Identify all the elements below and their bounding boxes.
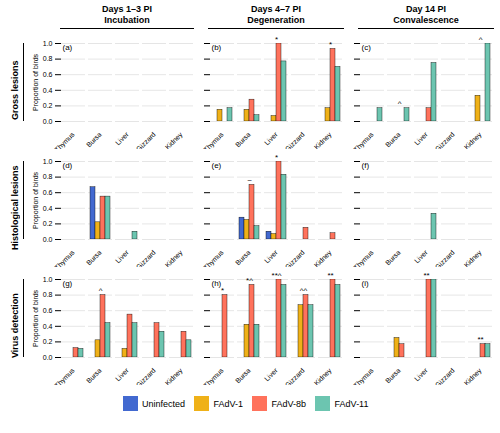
svg-text:(c): (c) (362, 43, 372, 52)
svg-text:Thymus: Thymus (53, 130, 77, 149)
svg-text:(h): (h) (212, 279, 222, 288)
svg-text:Bursa: Bursa (234, 131, 252, 149)
svg-text:Liver: Liver (263, 248, 279, 264)
svg-text:Kidney: Kidney (164, 248, 185, 267)
svg-text:Thymus: Thymus (202, 366, 226, 385)
svg-text:*: * (329, 40, 332, 49)
svg-text:(e): (e) (212, 161, 222, 170)
svg-text:0.2: 0.2 (43, 102, 53, 109)
svg-text:Liver: Liver (263, 366, 279, 382)
svg-text:0.6: 0.6 (43, 71, 53, 78)
svg-text:0.4: 0.4 (43, 87, 53, 94)
svg-text:Bursa: Bursa (384, 249, 402, 267)
svg-text:0.2: 0.2 (43, 220, 53, 227)
svg-text:Bursa: Bursa (85, 367, 103, 385)
svg-text:**^: **^ (272, 271, 282, 280)
svg-text:Kidney: Kidney (313, 130, 334, 149)
svg-text:0.0: 0.0 (43, 118, 53, 125)
svg-text:Liver: Liver (413, 130, 429, 146)
svg-text:Thymus: Thymus (352, 248, 376, 267)
svg-text:Gizzard: Gizzard (284, 367, 306, 385)
svg-text:^: ^ (99, 286, 103, 295)
svg-text:0.8: 0.8 (43, 173, 53, 180)
svg-text:*: * (221, 286, 224, 295)
svg-text:Thymus: Thymus (352, 130, 376, 149)
svg-text:Bursa: Bursa (234, 367, 252, 385)
svg-text:Thymus: Thymus (202, 248, 226, 267)
svg-text:Kidney: Kidney (463, 130, 484, 149)
svg-text:Kidney: Kidney (164, 130, 185, 149)
svg-text:0.8: 0.8 (43, 55, 53, 62)
svg-text:(f): (f) (362, 161, 370, 170)
svg-text:1.0: 1.0 (43, 40, 53, 47)
svg-text:**: ** (423, 271, 429, 280)
svg-text:0.4: 0.4 (43, 205, 53, 212)
svg-text:Bursa: Bursa (384, 131, 402, 149)
html-text:FAdV-11: FAdV-11 (334, 398, 369, 409)
svg-text:Gizzard: Gizzard (135, 249, 157, 267)
svg-text:Bursa: Bursa (85, 131, 103, 149)
svg-text:Proportion of birds: Proportion of birds (32, 53, 40, 111)
svg-text:Gizzard: Gizzard (434, 249, 456, 267)
html-text:Uninfected: Uninfected (142, 398, 185, 409)
svg-text:**: ** (477, 335, 483, 344)
svg-text:Liver: Liver (114, 248, 130, 264)
html-text:FAdV-8b: FAdV-8b (271, 398, 307, 409)
svg-text:^^: ^^ (300, 286, 308, 295)
svg-text:Kidney: Kidney (313, 248, 334, 267)
svg-text:0.0: 0.0 (43, 236, 53, 243)
svg-text:Thymus: Thymus (53, 248, 77, 267)
svg-text:Liver: Liver (413, 366, 429, 382)
svg-text:Liver: Liver (413, 248, 429, 264)
html-text:Virus detection: Virus detection (10, 293, 20, 359)
svg-text:Thymus: Thymus (53, 366, 77, 385)
svg-text:(i): (i) (362, 279, 369, 288)
svg-text:^: ^ (479, 35, 483, 44)
svg-text:Liver: Liver (114, 130, 130, 146)
html-text:Gross lesions: Gross lesions (10, 60, 20, 120)
svg-text:Kidney: Kidney (463, 366, 484, 385)
svg-text:Liver: Liver (263, 130, 279, 146)
svg-text:Gizzard: Gizzard (135, 367, 157, 385)
svg-text:(d): (d) (63, 161, 73, 170)
svg-text:Thymus: Thymus (202, 130, 226, 149)
svg-text:0.4: 0.4 (43, 323, 53, 330)
svg-text:~: ~ (247, 176, 252, 185)
svg-text:**: ** (327, 271, 333, 280)
svg-text:0.2: 0.2 (43, 338, 53, 345)
svg-text:0.0: 0.0 (43, 354, 53, 361)
svg-text:*: * (275, 35, 278, 44)
svg-text:Gizzard: Gizzard (434, 131, 456, 149)
svg-text:0.6: 0.6 (43, 307, 53, 314)
svg-text:Kidney: Kidney (463, 248, 484, 267)
svg-text:Gizzard: Gizzard (284, 249, 306, 267)
svg-text:Bursa: Bursa (234, 249, 252, 267)
svg-text:Proportion of birds: Proportion of birds (32, 171, 40, 229)
svg-text:Gizzard: Gizzard (434, 367, 456, 385)
html-text:FAdV-1: FAdV-1 (213, 398, 244, 409)
svg-text:0.6: 0.6 (43, 189, 53, 196)
svg-text:0.8: 0.8 (43, 291, 53, 298)
svg-text:(g): (g) (63, 279, 73, 288)
svg-text:1.0: 1.0 (43, 276, 53, 283)
html-text:Days 4–7 PI Degeneration: Days 4–7 PI Degeneration (247, 4, 305, 25)
svg-text:Kidney: Kidney (164, 366, 185, 385)
svg-text:Bursa: Bursa (384, 367, 402, 385)
html-text:Days 1–3 PI Incubation: Days 1–3 PI Incubation (102, 4, 152, 25)
svg-text:Bursa: Bursa (85, 249, 103, 267)
svg-text:(b): (b) (212, 43, 222, 52)
svg-text:Thymus: Thymus (352, 366, 376, 385)
svg-text:Gizzard: Gizzard (284, 131, 306, 149)
svg-text:*: * (275, 153, 278, 162)
svg-text:Proportion of birds: Proportion of birds (32, 289, 40, 347)
html-text:Histological lesions: Histological lesions (10, 165, 20, 251)
svg-text:Gizzard: Gizzard (135, 131, 157, 149)
svg-text:1.0: 1.0 (43, 158, 53, 165)
svg-text:*^: *^ (246, 276, 253, 285)
svg-text:(a): (a) (63, 43, 73, 52)
svg-text:Kidney: Kidney (313, 366, 334, 385)
svg-text:Liver: Liver (114, 366, 130, 382)
svg-text:^: ^ (398, 99, 402, 108)
html-text:Day 14 PI Convalescence: Day 14 PI Convalescence (393, 4, 459, 25)
